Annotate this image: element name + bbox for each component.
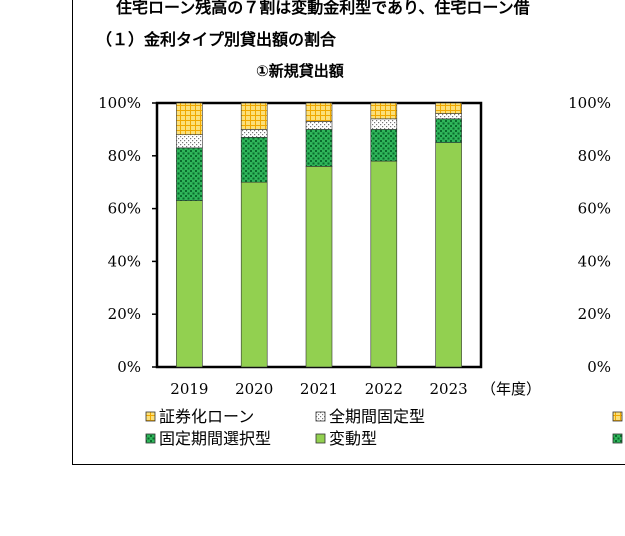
y-tick-label: 0% (117, 358, 141, 376)
bar-segment (435, 118, 462, 143)
legend-swatch (145, 433, 156, 444)
chart-title: ①新規貸出額 (256, 62, 344, 80)
bar-segment (435, 113, 462, 120)
bar-segment (176, 102, 203, 135)
bar-segment (305, 102, 333, 122)
legend-swatch (315, 411, 326, 422)
legend-label: 全期間固定型 (329, 407, 425, 426)
legend-label: 変動型 (329, 429, 377, 448)
right-y-tick-label: 40% (578, 252, 611, 270)
legend-label: 固定期間選択型 (159, 429, 271, 448)
right-y-tick-label: 20% (578, 305, 611, 323)
y-tick-label: 20% (108, 305, 141, 323)
right-y-tick-label: 80% (578, 147, 611, 165)
bar-segment (370, 118, 398, 130)
bar-segment (240, 129, 268, 138)
legend-swatch (145, 411, 156, 422)
x-unit-label: （年度） (481, 380, 541, 398)
bar-segment (435, 142, 462, 368)
bar-segment (305, 129, 333, 167)
y-tick-label: 80% (108, 147, 141, 165)
bar-segment (240, 102, 268, 130)
bar-segment (305, 121, 333, 130)
y-tick-label: 60% (108, 200, 141, 218)
y-tick-label: 100% (98, 94, 141, 112)
legend-swatch-adjacent (612, 433, 623, 444)
bar-segment (305, 166, 333, 368)
x-tick-label: 2019 (170, 380, 208, 398)
y-tick-label: 40% (108, 252, 141, 270)
legend-swatch-adjacent (612, 411, 623, 422)
bar-segment (176, 147, 203, 201)
bar-segment (370, 160, 398, 368)
legend-swatch (315, 433, 326, 444)
section-title: （１）金利タイプ別貸出額の割合 (96, 30, 337, 49)
bar-segment (370, 102, 398, 120)
chart-panel-frame (72, 0, 625, 465)
headline-text: 住宅ローン残高の７割は変動金利型であり、住宅ローン借 (116, 0, 530, 17)
right-y-tick-label: 60% (578, 200, 611, 218)
x-tick-label: 2022 (365, 380, 403, 398)
bar-segment (240, 137, 268, 183)
x-tick-label: 2020 (235, 380, 273, 398)
right-y-tick-label: 0% (587, 358, 611, 376)
bar-segment (435, 102, 462, 114)
right-y-tick-label: 100% (568, 94, 611, 112)
x-tick-label: 2021 (300, 380, 338, 398)
x-tick-label: 2023 (430, 380, 468, 398)
bar-segment (370, 129, 398, 162)
bar-segment (176, 200, 203, 368)
legend-label: 証券化ローン (159, 407, 254, 426)
bar-segment (176, 134, 203, 149)
bar-segment (240, 181, 268, 368)
